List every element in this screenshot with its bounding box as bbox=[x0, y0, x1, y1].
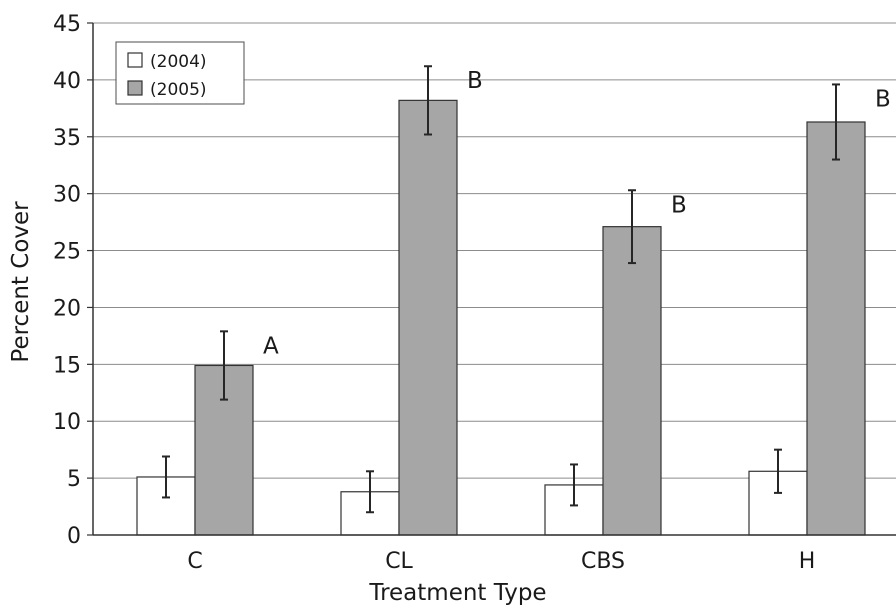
y-tick-label-5: 5 bbox=[67, 467, 81, 492]
bar-cbs-2005 bbox=[602, 226, 662, 536]
x-tick-label-cl: CL bbox=[385, 549, 413, 574]
significance-labels: A B B B bbox=[263, 68, 891, 359]
y-tick-label-10: 10 bbox=[53, 410, 81, 435]
y-tick-label-40: 40 bbox=[53, 69, 81, 94]
y-axis-ticks: 0 5 10 15 20 25 30 35 40 45 bbox=[53, 12, 93, 549]
y-tick-label-0: 0 bbox=[67, 524, 81, 549]
x-tick-label-h: H bbox=[799, 549, 816, 574]
x-axis-ticks: C CL CBS H bbox=[187, 549, 815, 574]
bar-cl-2005 bbox=[398, 99, 458, 536]
error-bars bbox=[162, 65, 840, 514]
y-axis-title: Percent Cover bbox=[8, 201, 34, 363]
y-tick-label-30: 30 bbox=[53, 183, 81, 208]
significance-label-cl: B bbox=[467, 68, 483, 94]
y-tick-label-45: 45 bbox=[53, 12, 81, 37]
y-tick-label-20: 20 bbox=[53, 296, 81, 321]
y-tick-label-35: 35 bbox=[53, 126, 81, 151]
significance-label-cbs: B bbox=[671, 192, 687, 218]
legend-label-2005: (2005) bbox=[150, 80, 207, 100]
x-tick-label-cbs: CBS bbox=[581, 549, 625, 574]
legend-label-2004: (2004) bbox=[150, 52, 207, 72]
legend: (2004) (2005) bbox=[115, 41, 245, 105]
significance-label-h: B bbox=[875, 86, 891, 112]
y-tick-label-25: 25 bbox=[53, 240, 81, 265]
legend-swatch-2004 bbox=[127, 52, 143, 68]
x-axis-title: Treatment Type bbox=[368, 580, 546, 606]
bar-h-2005 bbox=[806, 121, 866, 536]
y-tick-label-15: 15 bbox=[53, 353, 81, 378]
legend-swatch-2005 bbox=[127, 80, 143, 96]
significance-label-c: A bbox=[263, 333, 279, 359]
x-tick-label-c: C bbox=[187, 549, 202, 574]
